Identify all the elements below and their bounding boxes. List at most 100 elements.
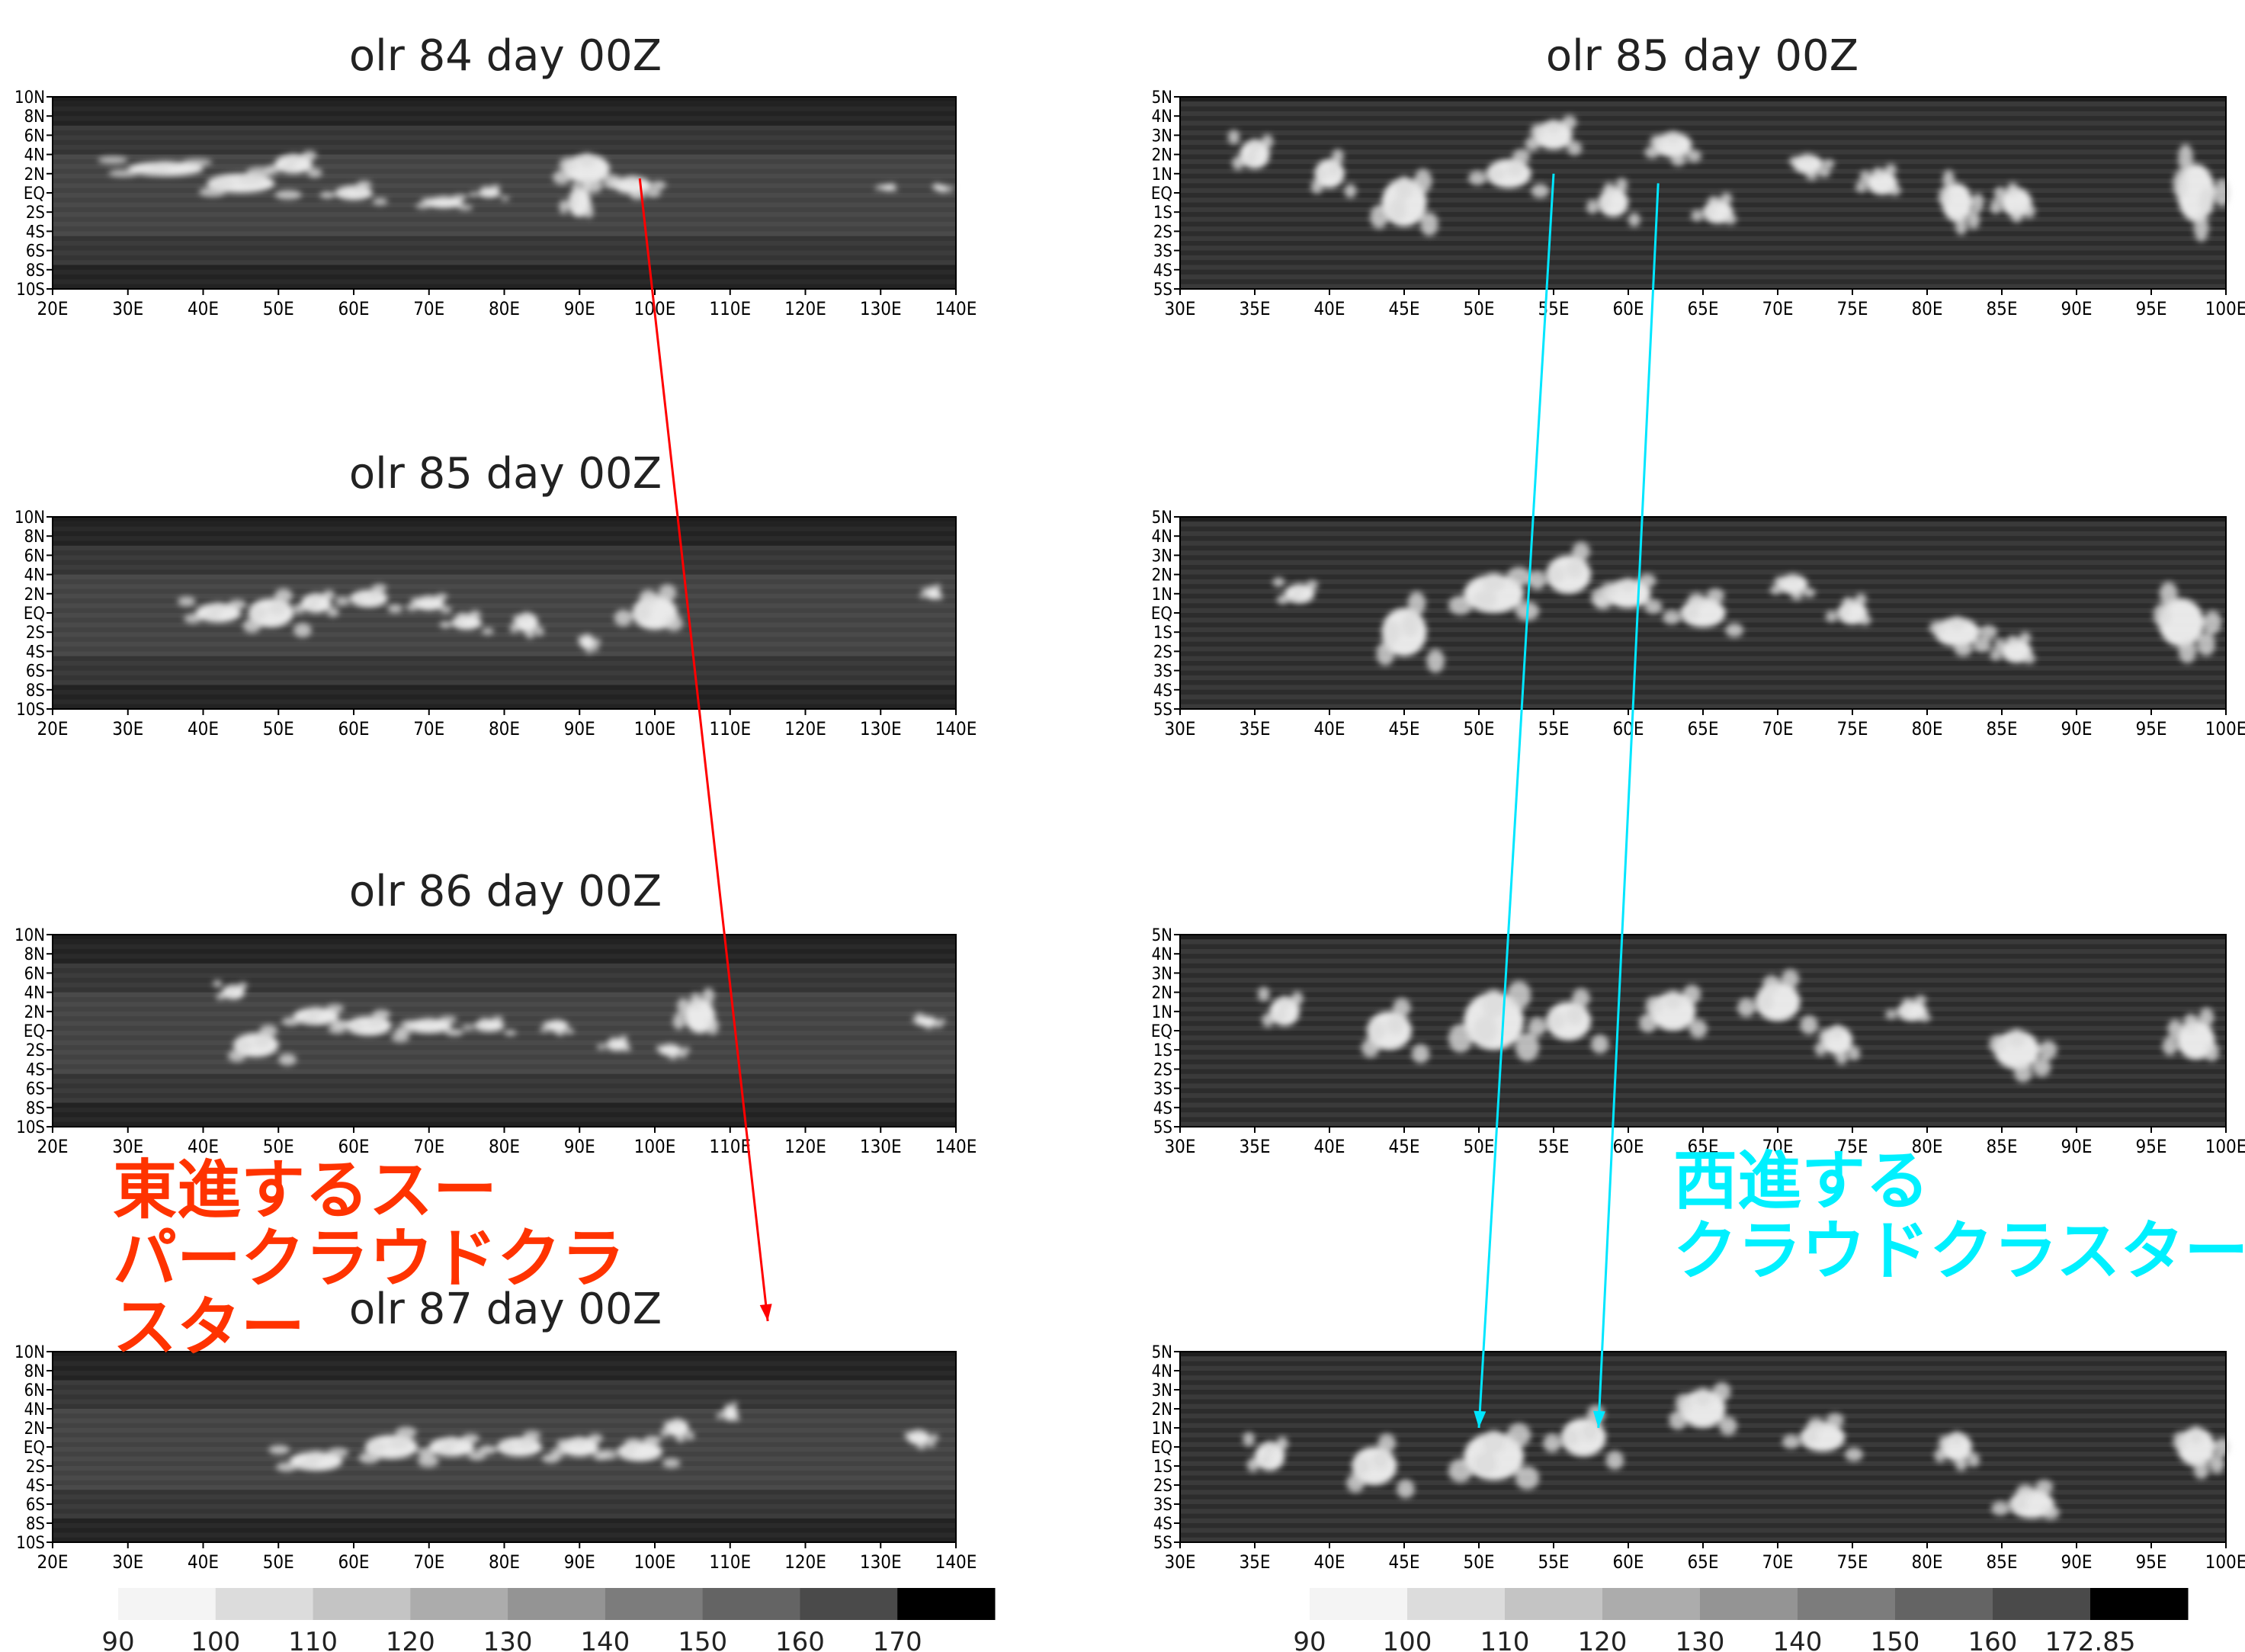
y-tick-label: 4S <box>1153 1515 1172 1534</box>
cloud-blob <box>1515 1032 1540 1062</box>
x-tick-label: 40E <box>188 298 219 319</box>
band <box>53 689 956 695</box>
x-tick-label: 55E <box>1538 1551 1569 1573</box>
band <box>1180 188 2226 194</box>
x-tick-label: 40E <box>1313 718 1345 739</box>
x-tick-label: 70E <box>413 298 444 319</box>
band <box>53 236 956 242</box>
x-tick-label: 95E <box>2135 1136 2166 1157</box>
cloud-blob <box>608 178 624 188</box>
cloud-blob <box>1703 206 1716 218</box>
cloud-blob <box>555 1029 565 1036</box>
cloud-blob <box>1274 1009 1287 1023</box>
cloud-blob <box>940 190 946 194</box>
cloud-blob <box>415 203 431 209</box>
band <box>1180 1079 2226 1084</box>
cloud-blob <box>2162 1036 2178 1056</box>
cloud-blob <box>229 984 238 992</box>
cloud-blob <box>268 1445 290 1455</box>
x-tick-label: 140E <box>935 1551 977 1573</box>
band <box>1180 1361 2226 1367</box>
cloud-blob <box>445 1028 463 1036</box>
cloud-blob <box>1407 591 1426 616</box>
cloud-blob <box>209 602 228 612</box>
cloud-blob <box>461 1433 480 1443</box>
band <box>1180 1380 2226 1386</box>
cloud-blob <box>2007 1028 2026 1048</box>
cloud-blob <box>268 601 287 616</box>
band <box>53 284 956 290</box>
cloud-blob <box>1411 1044 1430 1063</box>
colorbar-label: 100 <box>1383 1627 1432 1652</box>
band <box>53 173 956 179</box>
band <box>53 617 956 624</box>
cloud-blob <box>1803 588 1816 598</box>
colorbar-swatch <box>118 1588 216 1620</box>
colorbar-label: 170 <box>873 1627 922 1652</box>
cloud-blob <box>335 596 351 606</box>
cloud-blob <box>1481 989 1506 1018</box>
band <box>53 637 956 643</box>
cloud-blob <box>281 1017 300 1026</box>
band <box>53 996 956 1002</box>
cloud-blob <box>2006 635 2019 647</box>
cloud-blob <box>1897 1006 1910 1017</box>
edge-top <box>1180 517 2226 521</box>
cloud-blob <box>1528 1017 1547 1037</box>
cloud-blob <box>401 1020 419 1028</box>
cloud-blob <box>2016 1484 2035 1499</box>
band <box>53 1375 956 1381</box>
cloud-blob <box>565 1028 575 1035</box>
y-tick-label: 2N <box>1152 146 1172 165</box>
cloud-blob <box>509 623 519 634</box>
band <box>1180 641 2226 647</box>
cloud-blob <box>478 190 488 196</box>
x-tick-label: 45E <box>1388 298 1419 319</box>
cloud-blob <box>1762 974 1781 995</box>
y-tick-label: 5S <box>1153 1118 1172 1137</box>
cloud-blob <box>1968 1452 1980 1468</box>
x-tick-label: 60E <box>1612 1136 1644 1157</box>
x-tick-label: 55E <box>1538 718 1569 739</box>
edge-top <box>53 97 956 101</box>
band <box>53 593 956 599</box>
cloud-blob <box>916 1442 926 1450</box>
arrow-head <box>1592 1410 1605 1428</box>
x-tick-label: 35E <box>1239 718 1270 739</box>
cloud-blob <box>442 1436 461 1446</box>
band <box>53 226 956 232</box>
cloud-blob <box>1819 1028 1831 1044</box>
band <box>53 675 956 681</box>
cloud-blob <box>1506 162 1525 177</box>
x-tick-label: 90E <box>2061 718 2092 739</box>
band <box>1180 1509 2226 1515</box>
band <box>1180 1016 2226 1022</box>
x-tick-label: 70E <box>413 1551 444 1573</box>
band <box>53 584 956 590</box>
cloud-blob <box>1289 592 1302 601</box>
colorbar-label: 90 <box>1293 1627 1326 1652</box>
band <box>53 101 956 107</box>
band <box>53 159 956 165</box>
cloud-blob <box>516 1439 535 1449</box>
band <box>53 598 956 604</box>
cloud-blob <box>1370 204 1388 229</box>
x-tick-label: 30E <box>1164 718 1195 739</box>
cloud-blob <box>581 178 591 193</box>
band <box>53 1088 956 1094</box>
y-tick-label: 10S <box>16 1118 45 1137</box>
arrow-line <box>1597 183 1660 1429</box>
colorbar-swatch <box>1602 1588 1701 1620</box>
colorbar-swatch <box>410 1588 508 1620</box>
cloud-blob <box>351 187 367 194</box>
colorbar-label: 150 <box>678 1627 727 1652</box>
x-tick-label: 75E <box>1836 298 1868 319</box>
band <box>1180 987 2226 993</box>
x-tick-label: 60E <box>338 1551 369 1573</box>
cloud-blob <box>660 1429 669 1438</box>
cloud-blob <box>922 587 928 594</box>
cloud-blob <box>2193 213 2209 242</box>
band <box>53 987 956 993</box>
x-tick-label: 70E <box>413 1136 444 1157</box>
band <box>1180 958 2226 964</box>
